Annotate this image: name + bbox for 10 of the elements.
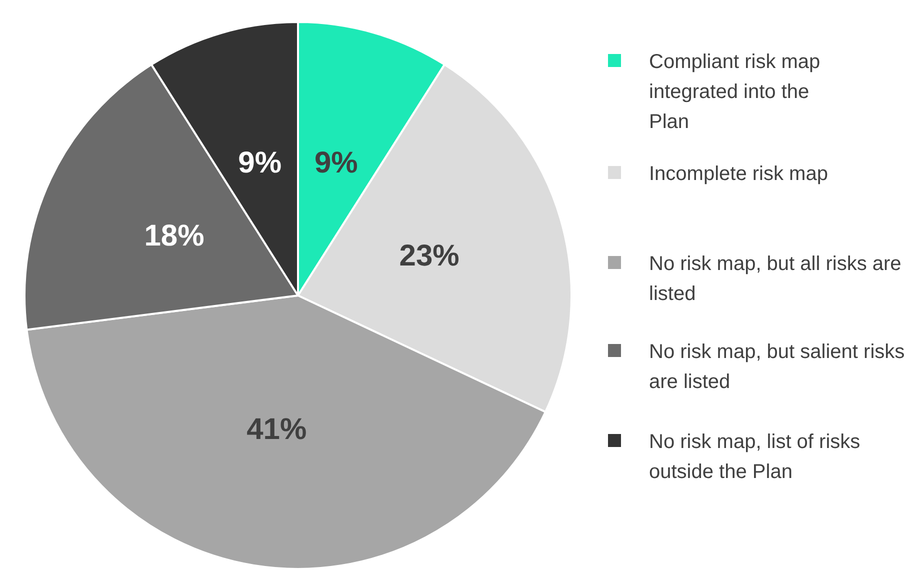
data-label: 18%	[144, 220, 204, 253]
legend-label: Compliant risk map integrated into the Plan	[649, 50, 822, 135]
data-label: 23%	[399, 240, 460, 273]
data-label: 9%	[314, 146, 358, 180]
legend-label: No risk map, but salient risks are listed	[649, 340, 904, 395]
legend-label: Incomplete risk map	[649, 162, 829, 187]
legend-label: No risk map, list of risks outside the Plan	[649, 430, 862, 485]
data-label: 41%	[246, 412, 307, 446]
legend-label: No risk map, but all risks are listed	[649, 252, 902, 307]
data-label: 9%	[238, 146, 282, 180]
